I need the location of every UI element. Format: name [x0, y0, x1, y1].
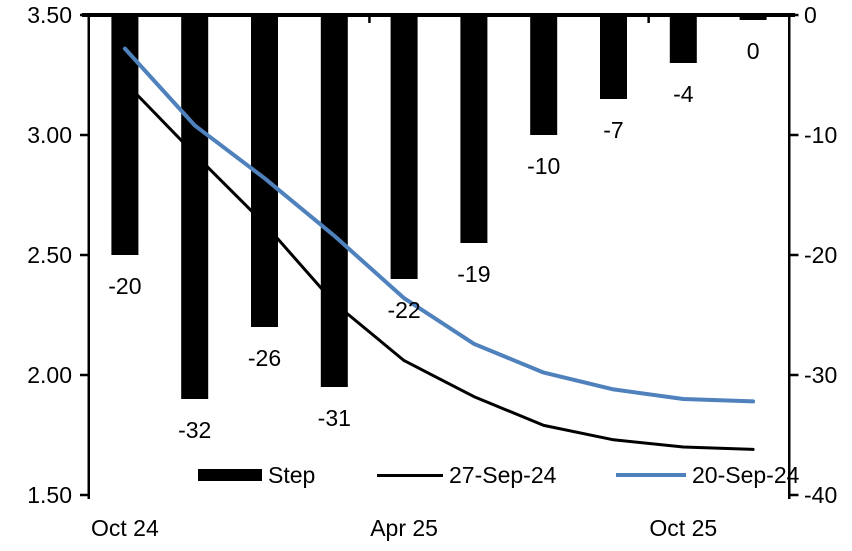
right-axis-tick	[790, 493, 799, 497]
bar-step	[669, 15, 697, 63]
legend-item-20-sep-24: 20-Sep-24	[616, 461, 799, 489]
bar-value-label: -32	[178, 417, 212, 443]
left-axis-tick-label: 2.00	[27, 361, 72, 388]
bar-value-label: -7	[603, 117, 624, 143]
x-axis-label: Oct 24	[91, 515, 159, 541]
bar-value-label: -26	[247, 345, 282, 371]
bar-step	[739, 15, 767, 20]
category-axis-line	[82, 13, 795, 17]
bar-step	[111, 15, 139, 255]
legend-label-20-sep-24: 20-Sep-24	[692, 461, 800, 488]
step-bar-swatch-icon	[198, 469, 262, 481]
left-axis-tick	[80, 133, 90, 137]
bar-value-label: 0	[746, 38, 760, 64]
right-axis-tick-label: -20	[804, 241, 838, 268]
right-axis-tick	[790, 13, 799, 17]
black-line-swatch-icon	[377, 473, 443, 477]
left-axis-tick	[80, 493, 90, 497]
right-axis-tick	[790, 253, 799, 257]
bar-step	[181, 15, 209, 399]
legend-item-27-sep-24: 27-Sep-24	[377, 461, 556, 489]
legend-item-step: Step	[198, 461, 315, 489]
left-axis-tick-label: 3.00	[27, 121, 72, 148]
left-axis-tick-label: 2.50	[27, 241, 72, 268]
right-axis-tick-label: -30	[804, 361, 838, 388]
bar-step	[530, 15, 558, 135]
bar-value-label: -20	[108, 273, 142, 299]
blue-line-swatch-icon	[616, 473, 686, 477]
left-axis-tick-label: 1.50	[27, 481, 72, 508]
right-axis-tick	[790, 373, 799, 377]
category-axis-tick	[368, 17, 371, 23]
left-axis-tick	[80, 253, 90, 257]
left-axis-tick	[80, 373, 90, 377]
legend-label-27-sep-24: 27-Sep-24	[449, 461, 557, 488]
bar-step	[460, 15, 488, 243]
bar-value-label: -22	[387, 297, 421, 323]
right-axis-tick-label: -40	[804, 481, 838, 508]
bar-value-label: -10	[527, 153, 561, 179]
bar-value-label: -19	[457, 261, 491, 287]
bar-value-label: -31	[317, 405, 351, 431]
legend-label-step: Step	[268, 461, 316, 488]
right-axis-tick-label: 0	[804, 1, 817, 28]
legend: Step 27-Sep-24 20-Sep-24	[0, 461, 852, 489]
category-axis-tick	[647, 17, 650, 23]
x-axis-label: Apr 25	[370, 515, 438, 541]
right-axis-line	[788, 13, 791, 499]
line-20-sep-24	[122, 46, 756, 404]
left-axis-tick-label: 3.50	[27, 1, 72, 28]
left-axis-tick	[80, 13, 90, 17]
line-27-sep-24	[123, 80, 755, 451]
bar-step	[600, 15, 627, 99]
bar-step	[390, 15, 418, 279]
x-axis-label: Oct 25	[649, 515, 718, 541]
bar-value-label: -4	[673, 81, 694, 107]
right-axis-tick-label: -10	[804, 121, 838, 148]
bar-step	[320, 15, 348, 387]
right-axis-tick	[790, 133, 799, 137]
